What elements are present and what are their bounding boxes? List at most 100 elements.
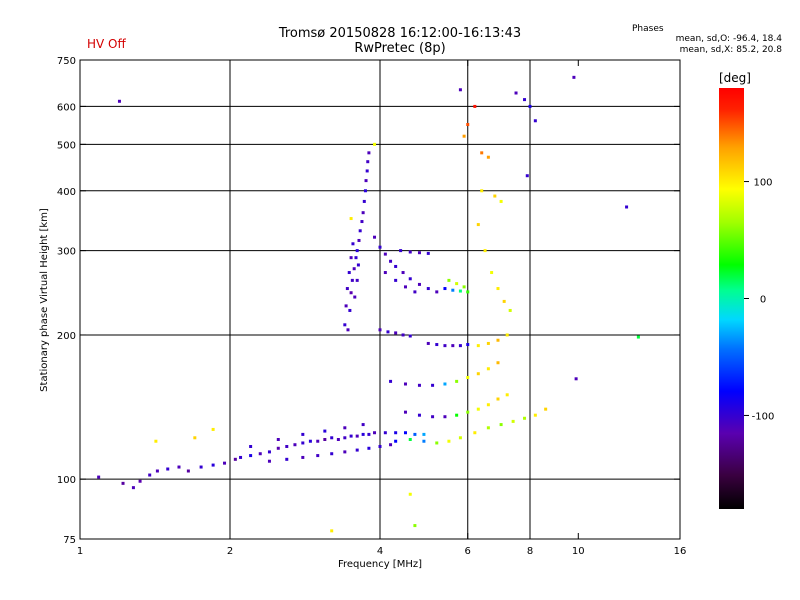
colorbar-unit-label: [deg] bbox=[719, 71, 751, 85]
data-point bbox=[361, 211, 365, 215]
colorbar-ticks: 100 0 -100 bbox=[744, 178, 774, 422]
data-point bbox=[360, 220, 364, 224]
phases-heading: Phases bbox=[632, 24, 664, 34]
data-point bbox=[121, 481, 125, 485]
data-point bbox=[383, 431, 387, 435]
data-point bbox=[349, 434, 353, 438]
status-label: HV Off bbox=[87, 37, 126, 51]
y-axis-label: Stationary phase Virtual Height [km] bbox=[39, 208, 50, 392]
data-point bbox=[533, 413, 537, 417]
data-point bbox=[399, 249, 403, 253]
data-point bbox=[366, 160, 370, 164]
data-point bbox=[323, 438, 327, 442]
data-point bbox=[473, 431, 477, 435]
data-point bbox=[458, 289, 462, 293]
data-point bbox=[394, 278, 398, 282]
chart-title: Tromsø 20150828 16:12:00-16:13:43 bbox=[278, 26, 522, 41]
data-point bbox=[383, 252, 387, 256]
data-point bbox=[350, 278, 354, 282]
y-tick-label: 200 bbox=[57, 331, 76, 342]
data-point bbox=[354, 256, 358, 260]
data-point bbox=[386, 330, 390, 334]
data-point bbox=[417, 413, 421, 417]
data-point bbox=[493, 194, 497, 198]
data-point bbox=[466, 343, 470, 347]
data-point bbox=[223, 461, 227, 465]
data-point bbox=[408, 250, 412, 254]
data-point bbox=[443, 344, 447, 348]
data-point bbox=[355, 249, 359, 253]
x-tick-label: 4 bbox=[377, 546, 383, 557]
data-point bbox=[367, 151, 371, 155]
data-point bbox=[426, 341, 430, 345]
data-point bbox=[528, 104, 532, 108]
data-point bbox=[373, 431, 377, 435]
y-tick-label: 750 bbox=[57, 56, 76, 67]
data-point bbox=[455, 413, 459, 417]
data-point bbox=[525, 174, 529, 178]
data-point bbox=[389, 443, 393, 447]
data-point bbox=[373, 235, 377, 239]
data-point bbox=[413, 290, 417, 294]
phases-o-stats: mean, sd,O: -96.4, 18.4 bbox=[675, 34, 782, 44]
data-point bbox=[451, 288, 455, 292]
data-point bbox=[330, 452, 334, 456]
data-point bbox=[276, 438, 280, 442]
data-point bbox=[466, 123, 470, 127]
data-point bbox=[462, 134, 466, 138]
data-point bbox=[625, 205, 629, 209]
data-point bbox=[356, 263, 360, 267]
data-point bbox=[505, 333, 509, 337]
data-point bbox=[394, 331, 398, 335]
data-point bbox=[466, 290, 470, 294]
data-point bbox=[435, 290, 439, 294]
data-point bbox=[97, 475, 101, 479]
x-tick-label: 2 bbox=[227, 546, 233, 557]
data-point bbox=[572, 75, 576, 79]
data-point bbox=[345, 287, 349, 291]
x-tick-label: 10 bbox=[572, 546, 585, 557]
data-point bbox=[378, 328, 382, 332]
data-point bbox=[476, 223, 480, 227]
data-point bbox=[490, 271, 494, 275]
colorbar bbox=[719, 88, 744, 509]
data-point bbox=[389, 379, 393, 383]
data-point bbox=[285, 444, 289, 448]
data-point bbox=[417, 251, 421, 255]
data-point bbox=[408, 334, 412, 338]
data-point bbox=[249, 454, 253, 458]
data-point bbox=[499, 423, 503, 427]
data-point bbox=[496, 338, 500, 342]
data-point bbox=[383, 271, 387, 275]
data-point bbox=[435, 343, 439, 347]
data-point bbox=[343, 450, 347, 454]
data-point bbox=[496, 361, 500, 365]
data-point bbox=[358, 229, 362, 233]
data-point bbox=[447, 278, 451, 282]
data-point bbox=[435, 441, 439, 445]
data-point bbox=[323, 429, 327, 433]
grid-lines bbox=[80, 60, 680, 539]
data-point bbox=[473, 104, 477, 108]
data-point bbox=[343, 436, 347, 440]
data-point bbox=[249, 444, 253, 448]
data-point bbox=[308, 439, 312, 443]
data-point bbox=[343, 426, 347, 430]
data-point bbox=[357, 238, 361, 242]
data-point bbox=[361, 432, 365, 436]
data-point bbox=[177, 465, 181, 469]
data-point bbox=[364, 179, 368, 183]
data-point bbox=[336, 438, 340, 442]
data-point bbox=[462, 285, 466, 289]
data-point bbox=[373, 142, 377, 146]
data-point bbox=[258, 452, 262, 456]
data-point bbox=[508, 308, 512, 312]
data-point bbox=[431, 383, 435, 387]
y-tick-label: 300 bbox=[57, 247, 76, 258]
data-point bbox=[486, 341, 490, 345]
data-point bbox=[367, 446, 371, 450]
data-point bbox=[523, 416, 527, 420]
data-point bbox=[394, 431, 398, 435]
data-point bbox=[422, 439, 426, 443]
data-point bbox=[417, 383, 421, 387]
